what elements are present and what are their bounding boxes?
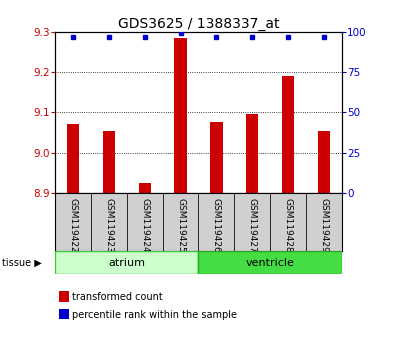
Text: GSM119426: GSM119426	[212, 198, 221, 252]
Bar	[306, 193, 342, 251]
Text: ventricle: ventricle	[246, 258, 295, 268]
Text: tissue ▶: tissue ▶	[2, 258, 42, 268]
Bar	[234, 193, 270, 251]
Bar	[282, 76, 294, 193]
Bar	[246, 114, 258, 193]
Bar	[199, 193, 234, 251]
Text: transformed count: transformed count	[72, 292, 163, 302]
Bar	[270, 193, 306, 251]
Text: GSM119422: GSM119422	[69, 198, 78, 252]
Text: GSM119424: GSM119424	[140, 198, 149, 252]
Bar	[55, 251, 199, 274]
Text: GSM119423: GSM119423	[105, 198, 113, 252]
Bar	[210, 122, 223, 193]
Bar	[199, 251, 342, 274]
Bar	[127, 193, 163, 251]
Bar	[67, 125, 79, 193]
Text: GSM119425: GSM119425	[176, 198, 185, 252]
Text: GSM119427: GSM119427	[248, 198, 257, 252]
Bar	[318, 131, 330, 193]
Text: GSM119429: GSM119429	[319, 198, 328, 252]
Text: GSM119428: GSM119428	[284, 198, 292, 252]
Bar	[163, 193, 199, 251]
Bar	[91, 193, 127, 251]
Bar	[174, 38, 187, 193]
Bar	[55, 193, 91, 251]
Bar	[139, 183, 151, 193]
Bar	[103, 131, 115, 193]
Text: atrium: atrium	[108, 258, 145, 268]
Title: GDS3625 / 1388337_at: GDS3625 / 1388337_at	[118, 17, 279, 31]
Text: percentile rank within the sample: percentile rank within the sample	[72, 310, 237, 320]
